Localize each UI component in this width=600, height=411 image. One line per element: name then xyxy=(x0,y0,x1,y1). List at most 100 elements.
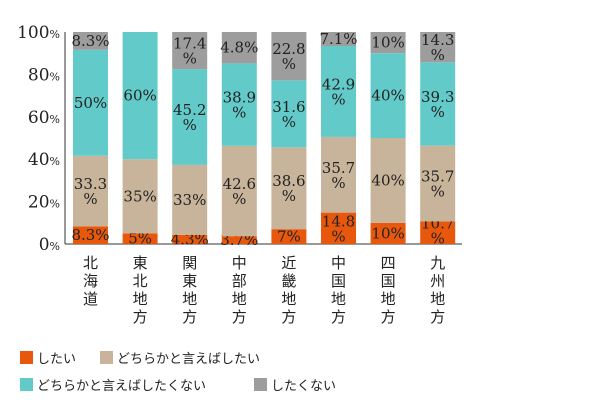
category-label: 畿 xyxy=(281,272,296,290)
bar-segment xyxy=(122,233,158,244)
data-label: 4.3% xyxy=(171,230,209,248)
data-label: 10% xyxy=(371,34,404,52)
bar-segment xyxy=(221,145,257,237)
legend-swatch xyxy=(20,351,33,364)
data-label: 33.3% xyxy=(74,175,107,208)
y-tick-label: 80% xyxy=(28,65,60,85)
bar-segment xyxy=(420,62,456,146)
data-label: 38.9% xyxy=(223,89,256,122)
data-label: 22.8% xyxy=(272,40,305,73)
category-label: 州 xyxy=(430,272,445,290)
bar-segment xyxy=(221,63,257,146)
data-label: 35% xyxy=(123,187,156,205)
legend-swatch xyxy=(100,351,113,364)
data-label: 33% xyxy=(173,191,206,209)
data-label: 10% xyxy=(371,224,404,242)
category-label: 方 xyxy=(133,308,148,326)
bar-segment xyxy=(221,236,257,244)
legend-label: したくない xyxy=(271,379,337,394)
data-label: 14.8% xyxy=(322,212,355,245)
data-label: 38.6% xyxy=(272,172,305,205)
legend-item-4: したくない xyxy=(254,375,336,394)
data-label: 42.6% xyxy=(223,175,256,208)
bar-segment xyxy=(271,229,307,244)
category-label: 地 xyxy=(133,290,148,308)
bar-segment xyxy=(122,32,158,160)
legend-label: どちらかと言えばしたくない xyxy=(37,379,207,394)
bar-segment xyxy=(271,32,307,81)
bar-segment xyxy=(172,32,208,70)
data-label: 50% xyxy=(74,94,107,112)
data-label: 5% xyxy=(128,230,152,248)
category-label: 国 xyxy=(331,272,346,290)
category-label: 方 xyxy=(232,308,247,326)
category-label: 地 xyxy=(381,290,396,308)
legend-swatch xyxy=(254,378,267,391)
data-label: 35.7% xyxy=(421,167,454,200)
legend-label: どちらかと言えばしたい xyxy=(117,352,261,367)
y-tick-label: 40% xyxy=(28,150,60,170)
bar-segment xyxy=(370,53,406,139)
category-label: 東 xyxy=(182,272,197,290)
bar-segment xyxy=(73,32,108,50)
bar-segment xyxy=(420,145,456,222)
data-label: 35.7% xyxy=(322,159,355,192)
data-label: 7.1% xyxy=(319,30,357,48)
bar-segment xyxy=(172,234,208,244)
bar-segment xyxy=(370,32,406,54)
bar-segment xyxy=(172,164,208,235)
data-label: 40% xyxy=(371,171,404,189)
category-label: 方 xyxy=(182,308,197,326)
category-label: 中 xyxy=(232,254,247,272)
category-label: 四 xyxy=(381,254,396,272)
category-label: 北 xyxy=(133,272,148,290)
data-label: 31.6% xyxy=(272,98,305,131)
bar-segment xyxy=(73,226,108,244)
y-tick-label: 0% xyxy=(39,235,60,255)
bar-segment xyxy=(321,136,356,213)
data-label: 8.3% xyxy=(71,226,109,244)
data-label: 39.3% xyxy=(421,88,454,121)
legend-item-3: どちらかと言えばしたくない xyxy=(20,375,206,394)
bar-segment xyxy=(271,80,307,148)
data-label: 45.2% xyxy=(173,101,206,134)
bar-segment xyxy=(73,155,108,227)
bar-segment xyxy=(172,69,208,165)
category-label: 方 xyxy=(430,308,445,326)
category-label: 地 xyxy=(430,290,445,308)
category-label: 中 xyxy=(331,254,346,272)
data-label: 8.3% xyxy=(71,32,109,50)
legend-label: したい xyxy=(37,352,77,367)
bar-segment xyxy=(321,32,356,46)
category-label: 海 xyxy=(83,272,98,290)
y-tick-label: 100% xyxy=(17,23,60,43)
category-label: 方 xyxy=(381,308,396,326)
bar-segment xyxy=(221,32,257,64)
bar-segment xyxy=(370,138,406,223)
bar-segment xyxy=(73,49,108,156)
bar-segment xyxy=(271,147,307,230)
data-label: 4.8% xyxy=(220,39,258,57)
legend-swatch xyxy=(20,378,33,391)
category-label: 北 xyxy=(83,254,98,272)
category-label: 地 xyxy=(232,290,247,308)
bar-segment xyxy=(420,221,456,244)
data-label: 7% xyxy=(277,228,301,246)
category-label: 九 xyxy=(430,254,445,272)
bar-segment xyxy=(420,32,456,63)
category-label: 東 xyxy=(133,254,148,272)
category-label: 方 xyxy=(281,308,296,326)
data-label: 17.4% xyxy=(173,35,206,68)
bar-segment xyxy=(321,45,356,137)
data-label: 14.3% xyxy=(421,31,454,64)
category-label: 地 xyxy=(331,290,346,308)
data-label: 42.9% xyxy=(322,75,355,108)
y-tick-label: 60% xyxy=(28,108,60,128)
bar-segment xyxy=(370,222,406,244)
category-label: 国 xyxy=(381,272,396,290)
category-label: 方 xyxy=(331,308,346,326)
category-label: 地 xyxy=(182,290,197,308)
legend-item-2: どちらかと言えばしたい xyxy=(100,348,260,367)
category-label: 道 xyxy=(83,290,98,308)
data-label: 40% xyxy=(371,87,404,105)
